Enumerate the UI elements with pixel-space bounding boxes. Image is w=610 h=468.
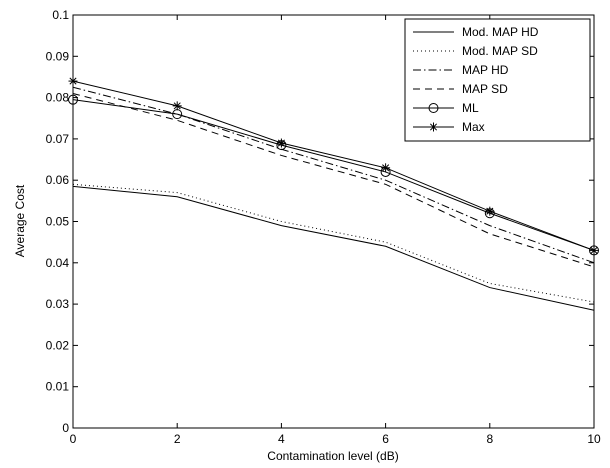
y-tick-label: 0.04 [46, 256, 70, 270]
legend-item: Mod. MAP HD [413, 25, 539, 39]
x-tick-label: 0 [70, 432, 77, 446]
y-tick-label: 0.03 [46, 297, 70, 311]
legend-item: MAP SD [413, 82, 508, 96]
legend-item: Max [413, 120, 485, 134]
series-line [72, 86, 595, 264]
x-axis-label: Contamination level (dB) [267, 449, 398, 463]
legend-label: Mod. MAP HD [462, 25, 539, 39]
series-line [72, 92, 595, 268]
legend-label: Mod. MAP SD [462, 44, 538, 58]
legend-item: Mod. MAP SD [413, 44, 538, 58]
y-axis: 0 0.01 0.02 0.03 0.04 0.05 0.06 0.07 0.08 0.09 0.1 [46, 8, 594, 435]
point-marker-star [429, 122, 438, 132]
x-axis: 0 2 4 6 8 10 [70, 15, 601, 446]
y-tick-label: 0.05 [46, 215, 70, 229]
y-tick-label: 0.1 [52, 8, 69, 22]
y-axis-label: Average Cost [13, 184, 27, 257]
series-layer [68, 76, 599, 311]
point-marker-star [381, 163, 391, 173]
y-tick-label: 0.06 [46, 173, 70, 187]
x-tick-label: 6 [382, 432, 389, 446]
series-line [72, 80, 595, 251]
series-map-hd [72, 86, 595, 264]
point-marker-circle [428, 103, 439, 113]
y-tick-label: 0.02 [46, 338, 70, 352]
series-mod-map-hd [72, 185, 595, 311]
point-marker-star [172, 101, 182, 111]
x-tick-label: 8 [486, 432, 493, 446]
point-marker-star [485, 206, 495, 216]
y-tick-label: 0.07 [46, 132, 70, 146]
legend: Mod. MAP HD Mod. MAP SD MAP HD MAP SD ML Max [404, 18, 591, 142]
x-tick-label: 2 [174, 432, 181, 446]
x-tick-label: 10 [587, 432, 601, 446]
series-mod-map-sd [72, 183, 595, 303]
series-line [72, 99, 595, 251]
series-map-sd [72, 92, 595, 268]
series-line [72, 183, 595, 303]
legend-label: MAP HD [462, 63, 509, 77]
series-line [72, 185, 595, 311]
x-tick-label: 4 [278, 432, 285, 446]
legend-item: ML [413, 101, 479, 115]
legend-box [404, 18, 591, 142]
y-tick-label: 0.01 [46, 380, 70, 394]
legend-label: ML [462, 101, 479, 115]
legend-item: MAP HD [413, 63, 509, 77]
legend-label: MAP SD [462, 82, 508, 96]
y-tick-label: 0 [62, 421, 69, 435]
y-tick-label: 0.09 [46, 49, 70, 63]
y-tick-label: 0.08 [46, 91, 70, 105]
point-marker-star [276, 138, 286, 148]
legend-label: Max [462, 120, 485, 134]
